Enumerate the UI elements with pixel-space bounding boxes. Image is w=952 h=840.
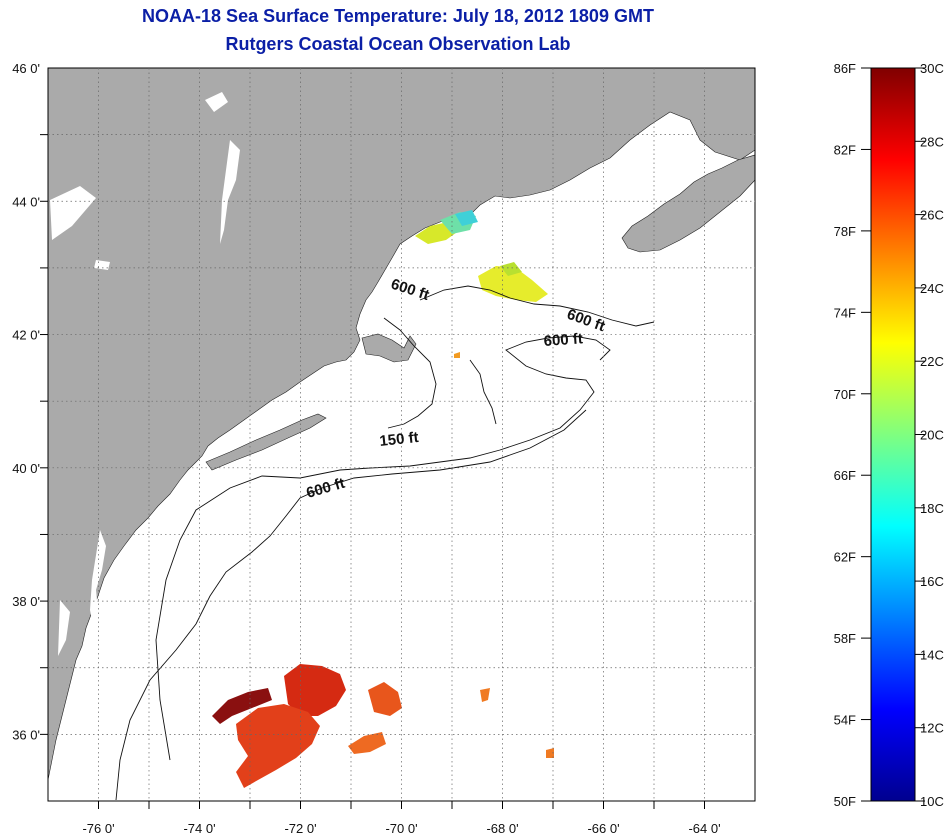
- colorbar-f-label: 78F: [834, 224, 856, 239]
- lon-tick-label: -68 0': [486, 821, 518, 836]
- axis-ticks: -76 0' -74 0' -72 0' -70 0' -68 0' -66 0' -64 …: [12, 61, 720, 836]
- colorbar-f-label: 86F: [834, 61, 856, 76]
- colorbar-c-label: 26C: [920, 208, 944, 223]
- colorbar-c-label: 28C: [920, 134, 944, 149]
- colorbar-c-label: 30C: [920, 61, 944, 76]
- colorbar: [870, 67, 916, 802]
- lon-tick-label: -70 0': [385, 821, 417, 836]
- depth-contours: [115, 285, 655, 801]
- lon-tick-label: -76 0': [82, 821, 114, 836]
- lat-tick-label: 40 0': [12, 461, 40, 476]
- lat-tick-label: 46 0': [12, 61, 40, 76]
- land-cape-cod: [361, 333, 417, 363]
- colorbar-f-label: 50F: [834, 794, 856, 809]
- colorbar-labels: 86F 82F 78F 74F 70F 66F 62F 58F 54F 50F 30C 28C 26C 2…: [834, 61, 944, 809]
- sst-data-patches: [212, 210, 554, 788]
- colorbar-c-label: 24C: [920, 281, 944, 296]
- colorbar-f-label: 74F: [834, 305, 856, 320]
- land-nova-scotia: [621, 154, 755, 253]
- colorbar-c-label: 14C: [920, 647, 944, 662]
- colorbar-c-label: 20C: [920, 428, 944, 443]
- lat-tick-label: 36 0': [12, 727, 40, 742]
- colorbar-c-label: 22C: [920, 354, 944, 369]
- lon-tick-label: -72 0': [284, 821, 316, 836]
- contour-label: 150 ft: [379, 429, 420, 450]
- land-long-island: [205, 413, 327, 471]
- map-title: NOAA-18 Sea Surface Temperature: July 18…: [142, 6, 654, 26]
- lon-tick-label: -66 0': [587, 821, 619, 836]
- lat-tick-label: 42 0': [12, 328, 40, 343]
- lat-tick-label: 38 0': [12, 594, 40, 609]
- colorbar-f-label: 58F: [834, 631, 856, 646]
- colorbar-c-label: 16C: [920, 574, 944, 589]
- lat-tick-label: 44 0': [12, 194, 40, 209]
- colorbar-c-label: 12C: [920, 721, 944, 736]
- lon-tick-label: -74 0': [183, 821, 215, 836]
- contour-label: 600 ft: [543, 330, 583, 350]
- colorbar-f-label: 66F: [834, 468, 856, 483]
- colorbar-f-label: 82F: [834, 142, 856, 157]
- lon-tick-label: -64 0': [688, 821, 720, 836]
- map-subtitle: Rutgers Coastal Ocean Observation Lab: [225, 34, 571, 54]
- colorbar-c-label: 10C: [920, 794, 944, 809]
- graticule: [48, 68, 755, 801]
- colorbar-f-label: 70F: [834, 387, 856, 402]
- colorbar-f-label: 62F: [834, 550, 856, 565]
- colorbar-f-label: 54F: [834, 713, 856, 728]
- colorbar-c-label: 18C: [920, 501, 944, 516]
